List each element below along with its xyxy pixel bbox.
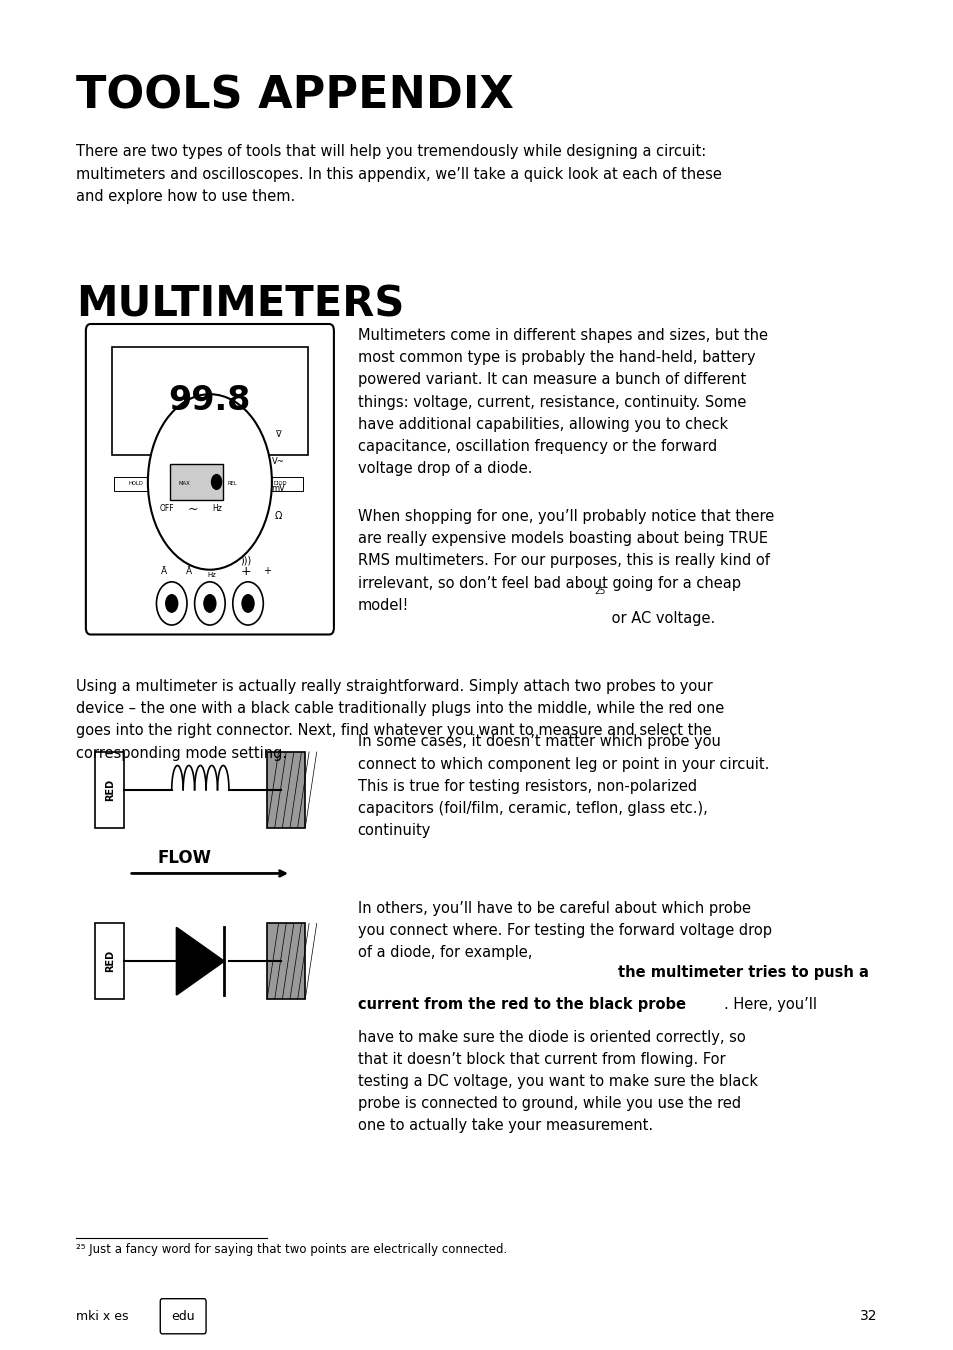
Bar: [95, 752, 124, 828]
Text: 99.8: 99.8: [169, 385, 251, 417]
Text: or AC voltage.: or AC voltage.: [606, 612, 714, 626]
Text: ))): ))): [240, 555, 252, 566]
Text: +: +: [263, 566, 271, 576]
Text: RED: RED: [105, 950, 114, 972]
Text: the multimeter tries to push a: the multimeter tries to push a: [618, 965, 868, 980]
Polygon shape: [176, 927, 224, 995]
Text: Multimeters come in different shapes and sizes, but the
most common type is prob: Multimeters come in different shapes and…: [357, 328, 767, 477]
Bar: [112, 347, 308, 455]
Text: RED: RED: [105, 779, 114, 801]
Bar: [257, 477, 303, 491]
Bar: [267, 923, 305, 999]
Bar: [170, 464, 223, 500]
Circle shape: [156, 582, 187, 625]
Text: V~: V~: [272, 458, 285, 466]
Text: 32: 32: [860, 1310, 877, 1323]
Bar: [267, 752, 305, 828]
Text: Ā: Ā: [161, 567, 167, 575]
Text: In others, you’ll have to be careful about which probe
you connect where. For te: In others, you’ll have to be careful abo…: [357, 900, 771, 960]
Text: . Here, you’ll: . Here, you’ll: [723, 998, 816, 1012]
FancyBboxPatch shape: [86, 324, 334, 634]
Text: ~: ~: [187, 502, 198, 516]
Text: current from the red to the black probe: current from the red to the black probe: [357, 998, 685, 1012]
Bar: [95, 923, 124, 999]
Bar: [113, 477, 158, 491]
Text: edu: edu: [172, 1310, 194, 1323]
Circle shape: [194, 582, 225, 625]
Circle shape: [241, 594, 254, 613]
Text: There are two types of tools that will help you tremendously while designing a c: There are two types of tools that will h…: [76, 144, 721, 204]
Text: When shopping for one, you’ll probably notice that there
are really expensive mo: When shopping for one, you’ll probably n…: [357, 509, 773, 613]
Text: have to make sure the diode is oriented correctly, so
that it doesn’t block that: have to make sure the diode is oriented …: [357, 1030, 757, 1134]
Circle shape: [165, 594, 178, 613]
Text: In some cases, it doesn’t matter which probe you
connect to which component leg : In some cases, it doesn’t matter which p…: [357, 734, 768, 838]
Text: mki x es: mki x es: [76, 1310, 129, 1323]
Text: FLOW: FLOW: [157, 849, 212, 867]
Text: +: +: [240, 564, 252, 578]
FancyBboxPatch shape: [160, 1299, 206, 1334]
Text: MAX: MAX: [178, 482, 190, 486]
Text: TOOLS APPENDIX: TOOLS APPENDIX: [76, 74, 514, 117]
Text: Hz: Hz: [213, 505, 222, 513]
Circle shape: [211, 474, 222, 490]
Text: DIOD: DIOD: [274, 482, 287, 486]
Circle shape: [233, 582, 263, 625]
Text: Using a multimeter is actually really straightforward. Simply attach two probes : Using a multimeter is actually really st…: [76, 679, 724, 760]
Bar: [161, 477, 207, 491]
Text: MULTIMETERS: MULTIMETERS: [76, 284, 404, 325]
Text: HOLD: HOLD: [129, 482, 143, 486]
Text: Ā: Ā: [186, 567, 192, 575]
Text: mV: mV: [272, 485, 285, 493]
Circle shape: [203, 594, 216, 613]
Text: Hz: Hz: [207, 572, 215, 578]
Bar: [210, 477, 254, 491]
Text: 25: 25: [594, 587, 605, 597]
Text: Ω: Ω: [274, 510, 282, 521]
Text: REL: REL: [228, 482, 237, 486]
Text: OFF: OFF: [159, 505, 174, 513]
Circle shape: [148, 394, 272, 570]
Text: V̄: V̄: [275, 431, 281, 439]
Text: ²⁵ Just a fancy word for saying that two points are electrically connected.: ²⁵ Just a fancy word for saying that two…: [76, 1243, 507, 1257]
